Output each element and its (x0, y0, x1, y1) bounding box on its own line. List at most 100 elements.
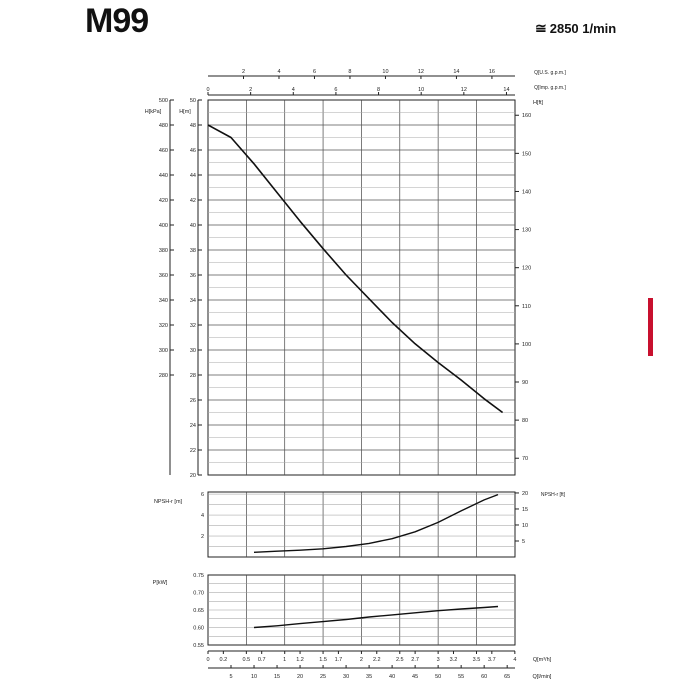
model-title: M99 (85, 2, 149, 40)
head-ft-tick-label: 120 (522, 266, 531, 272)
head-m-tick-label: 30 (190, 348, 196, 354)
bottom-m3h-tick-label: 0.2 (220, 657, 228, 663)
head-m-tick-label: 38 (190, 248, 196, 254)
head-ft-tick-label: 90 (522, 380, 528, 386)
bottom-m3h-tick-label: 3.2 (450, 657, 458, 663)
head-kpa-tick-label: 440 (159, 173, 168, 179)
bottom-m3h-tick-label: 0 (206, 657, 209, 663)
head-kpa-tick-label: 320 (159, 323, 168, 329)
bottom-m3h-tick-label: 2.7 (411, 657, 419, 663)
npsh-m-tick-label: 6 (201, 492, 204, 498)
bottom-lmin-tick-label: 45 (412, 674, 418, 680)
head-m-tick-label: 46 (190, 148, 196, 154)
bottom-m3h-tick-label: 4 (513, 657, 516, 663)
bottom-m3h-tick-label: 1.7 (335, 657, 343, 663)
bottom-m3h-tick-label: 0.7 (258, 657, 266, 663)
bottom-lmin-tick-label: 65 (504, 674, 510, 680)
power-tick-label: 0.65 (193, 608, 204, 614)
top-usgpm-tick-label: 10 (382, 69, 388, 75)
head-ft-tick-label: 140 (522, 189, 531, 195)
approx-symbol: ≅ (535, 20, 547, 36)
bottom-m3h-tick-label: 0.5 (243, 657, 251, 663)
bottom-m3h-tick-label: 3.5 (473, 657, 481, 663)
head-ft-tick-label: 100 (522, 342, 531, 348)
bottom-lmin-tick-label: 60 (481, 674, 487, 680)
bottom-m3h-tick-label: 2.2 (373, 657, 381, 663)
head-m-tick-label: 36 (190, 273, 196, 279)
power-tick-label: 0.75 (193, 573, 204, 579)
top-usgpm-tick-label: 6 (313, 69, 316, 75)
red-accent-bar (648, 298, 653, 356)
npsh-ft-tick-label: 20 (522, 491, 528, 497)
top-impgpm-tick-label: 8 (377, 87, 380, 93)
head-kpa-tick-label: 460 (159, 148, 168, 154)
bottom-lmin-tick-label: 10 (251, 674, 257, 680)
top-impgpm-tick-label: 2 (249, 87, 252, 93)
bottom-m3h-tick-label: 1 (283, 657, 286, 663)
top-usgpm-tick-label: 12 (418, 69, 424, 75)
top-impgpm-tick-label: 0 (206, 87, 209, 93)
top-usgpm-tick-label: 16 (489, 69, 495, 75)
bottom-m3h-tick-label: 2.5 (396, 657, 404, 663)
head-kpa-tick-label: 500 (159, 98, 168, 104)
bottom-m3h-tick-label: 2 (360, 657, 363, 663)
head-m-tick-label: 48 (190, 123, 196, 129)
head-ft-tick-label: 130 (522, 228, 531, 234)
top-impgpm-tick-label: 12 (461, 87, 467, 93)
bottom-m3h-axis-label: Q[m³/h] (533, 657, 552, 663)
top-impgpm-tick-label: 14 (503, 87, 509, 93)
head-kpa-tick-label: 480 (159, 123, 168, 129)
bottom-lmin-tick-label: 5 (229, 674, 232, 680)
head-ft-tick-label: 70 (522, 456, 528, 462)
top-usgpm-tick-label: 4 (277, 69, 280, 75)
top-impgpm-axis-label: Q[Imp. g.p.m.] (534, 85, 566, 91)
head-ft-axis-label: H[ft] (533, 100, 544, 106)
bottom-m3h-tick-label: 3 (437, 657, 440, 663)
speed-label: ≅ 2850 1/min (535, 20, 616, 37)
top-usgpm-tick-label: 8 (348, 69, 351, 75)
power-tick-label: 0.55 (193, 643, 204, 649)
power-axis-label: P[kW] (153, 580, 168, 586)
top-impgpm-tick-label: 6 (334, 87, 337, 93)
head-m-tick-label: 34 (190, 298, 196, 304)
power-curve (253, 605, 499, 629)
head-kpa-axis-label: H[kPa] (145, 109, 162, 115)
head-curve (207, 124, 504, 414)
head-kpa-tick-label: 300 (159, 348, 168, 354)
head-m-tick-label: 20 (190, 473, 196, 479)
head-m-tick-label: 26 (190, 398, 196, 404)
bottom-lmin-tick-label: 40 (389, 674, 395, 680)
speed-value: 2850 1/min (549, 21, 617, 36)
head-kpa-tick-label: 280 (159, 373, 168, 379)
npsh-m-axis-label: NPSH-r [m] (154, 499, 183, 505)
bottom-lmin-tick-label: 35 (366, 674, 372, 680)
head-m-tick-label: 28 (190, 373, 196, 379)
head-kpa-tick-label: 340 (159, 298, 168, 304)
head-m-tick-label: 44 (190, 173, 196, 179)
head-m-tick-label: 32 (190, 323, 196, 329)
head-ft-tick-label: 150 (522, 151, 531, 157)
top-usgpm-tick-label: 14 (453, 69, 459, 75)
bottom-m3h-tick-label: 1.2 (296, 657, 304, 663)
bottom-lmin-tick-label: 25 (320, 674, 326, 680)
head-kpa-tick-label: 380 (159, 248, 168, 254)
bottom-m3h-tick-label: 3.7 (488, 657, 496, 663)
head-m-tick-label: 22 (190, 448, 196, 454)
npsh-ft-tick-label: 15 (522, 507, 528, 513)
head-kpa-tick-label: 420 (159, 198, 168, 204)
bottom-lmin-tick-label: 20 (297, 674, 303, 680)
head-m-tick-label: 24 (190, 423, 196, 429)
head-kpa-tick-label: 400 (159, 223, 168, 229)
head-m-tick-label: 42 (190, 198, 196, 204)
bottom-lmin-tick-label: 55 (458, 674, 464, 680)
bottom-lmin-tick-label: 50 (435, 674, 441, 680)
head-m-axis-label: H[m] (179, 109, 191, 115)
bottom-lmin-tick-label: 15 (274, 674, 280, 680)
npsh-ft-tick-label: 5 (522, 539, 525, 545)
head-ft-tick-label: 80 (522, 418, 528, 424)
power-tick-label: 0.60 (193, 626, 204, 632)
bottom-m3h-tick-label: 1.5 (319, 657, 327, 663)
bottom-lmin-axis-label: Q[l/min] (533, 674, 552, 680)
head-m-tick-label: 50 (190, 98, 196, 104)
